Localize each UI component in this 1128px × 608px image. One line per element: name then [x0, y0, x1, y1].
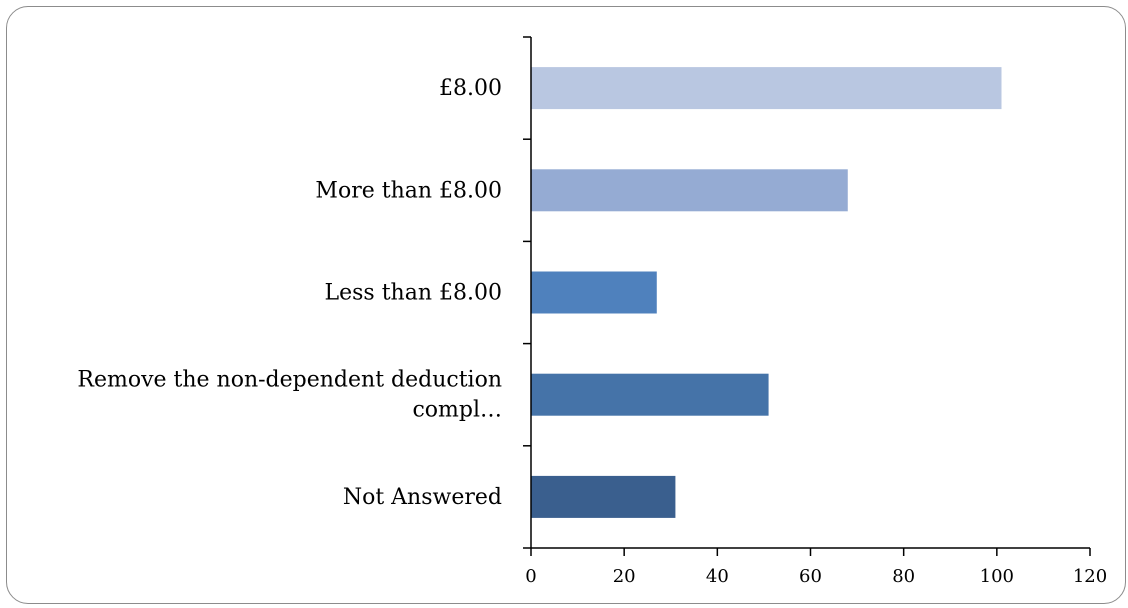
bar-4	[531, 475, 676, 518]
labels-group: £8.00 More than £8.00 Less than £8.00 Remov…	[77, 76, 1107, 587]
bars-group	[531, 67, 1002, 518]
x-tick-label-1: 20	[613, 566, 636, 587]
category-label-line: compl…	[412, 397, 502, 422]
category-label-line: Remove the non-dependent deduction	[77, 367, 502, 392]
category-label-3: Remove the non-dependent deduction compl…	[77, 367, 502, 422]
x-tick-label-4: 80	[892, 566, 915, 587]
category-label-0: £8.00	[439, 76, 502, 101]
x-tick-label-0: 0	[525, 566, 536, 587]
x-tick-label-2: 40	[706, 566, 729, 587]
x-tick-label-6: 120	[1073, 566, 1107, 587]
category-label-line: £8.00	[439, 76, 502, 101]
bar-1	[531, 169, 848, 212]
category-label-line: More than £8.00	[315, 178, 502, 203]
bar-3	[531, 373, 769, 416]
category-label-line: Less than £8.00	[325, 280, 502, 305]
x-tick-label-3: 60	[799, 566, 822, 587]
category-label-2: Less than £8.00	[325, 280, 502, 305]
axes-group	[523, 36, 1091, 556]
bar-2	[531, 271, 657, 314]
x-tick-label-5: 100	[980, 566, 1014, 587]
bar-0	[531, 67, 1002, 110]
category-label-1: More than £8.00	[315, 178, 502, 203]
category-label-line: Not Answered	[343, 484, 502, 509]
category-label-4: Not Answered	[343, 484, 502, 509]
